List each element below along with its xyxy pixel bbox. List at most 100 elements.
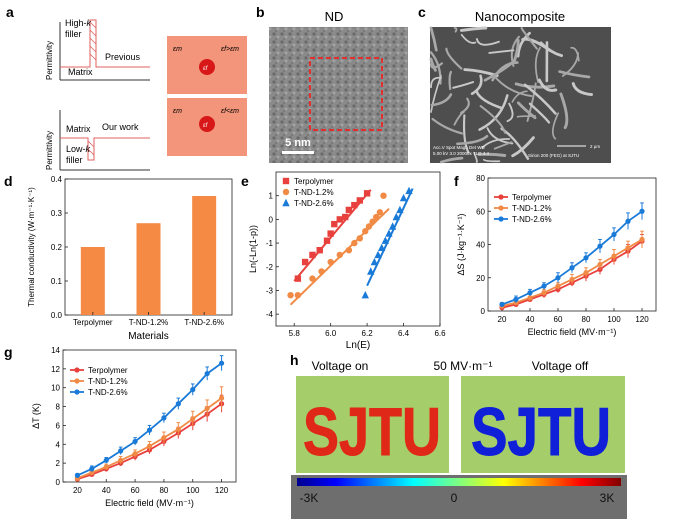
filler-particle-bottom	[199, 116, 215, 132]
chart-e-point	[362, 228, 369, 235]
tem-scale-bar	[282, 151, 314, 154]
sem-fiber	[452, 81, 475, 89]
chart-e-point	[381, 236, 390, 244]
sem-fiber	[429, 57, 437, 72]
chart-f-point	[569, 276, 575, 283]
chart-e-point	[309, 251, 316, 259]
chart-f-xlabel: Electric field (MV·m⁻¹)	[528, 327, 617, 337]
chart-g-legend-label: T-ND-2.6%	[88, 388, 128, 397]
panel-e: e 5.8 6.0 6.2 6.4 6.6 1 0 -1 -2 -3 -4 Terpolymer T-N…	[241, 171, 446, 351]
chart-g-point	[89, 469, 95, 476]
chart-g-ytick-label: 6	[56, 421, 61, 430]
chart-f-legend-label: T-ND-1.2%	[512, 204, 552, 213]
chart-f-point	[611, 253, 617, 259]
chart-e-point	[385, 229, 393, 237]
chart-e-legend-label: T-ND-1.2%	[294, 188, 334, 197]
chart-e-point	[309, 275, 316, 282]
low-k-label: Low-k	[66, 144, 91, 154]
chart-e-point	[388, 222, 397, 230]
chart-f-point	[555, 283, 561, 289]
chart-e-point	[356, 197, 364, 204]
chart-e-point	[380, 192, 387, 199]
panel-g: g 20 40 60 80 100 120 0 2 4 6 8 10 12 14 Terpolymer T-N…	[4, 344, 237, 508]
panel-h: h Voltage on 50 MV·m⁻¹ Voltage off SJTU …	[290, 352, 627, 519]
chart-f-point	[611, 231, 617, 238]
panel-a-label: a	[6, 4, 14, 20]
chart-g-xtick-label: 80	[159, 486, 168, 495]
chart-g-point	[132, 451, 138, 457]
chart-g-point	[103, 464, 109, 470]
chart-d-ytick-label: 0.2	[51, 243, 63, 252]
chart-g-legend-marker	[74, 367, 80, 373]
sem-fiber	[430, 93, 453, 107]
chart-g-point	[190, 416, 196, 422]
chart-g-point	[175, 401, 181, 407]
sem-fiber	[475, 90, 503, 110]
eps-relation-top: εf>εm	[221, 46, 239, 53]
sem-fiber	[514, 82, 556, 89]
panel-a: a Permittivity High-k filler Matrix Prev…	[6, 4, 247, 171]
chart-g-point	[218, 360, 225, 366]
chart-f-point	[639, 208, 645, 214]
hatch-top-5	[89, 53, 97, 61]
panel-d: d 0.0 0.1 0.2 0.3 0.4 Terpolymer T-ND-1.2% T-ND…	[4, 173, 233, 342]
chart-e-point	[336, 216, 343, 223]
sem-fiber	[445, 47, 463, 70]
chart-f-ytick-label: 40	[476, 241, 485, 250]
sem-info-line2: 5.00 kV 3.0 20000x TLD 4.4	[433, 151, 489, 156]
chart-e-point	[294, 275, 302, 282]
chart-f-xtick-label: 60	[554, 315, 563, 324]
chart-g-point	[218, 395, 225, 401]
chart-e-legend-marker	[282, 188, 290, 196]
panel-a-ylabel-top: Permittivity	[45, 41, 54, 80]
field-label: 50 MV·m⁻¹	[433, 359, 492, 373]
chart-f-point	[569, 265, 575, 271]
chart-g-ytick-label: 4	[56, 440, 61, 449]
panel-d-label: d	[4, 173, 13, 189]
chart-e-ylabel: Ln(-Ln(1-p))	[248, 225, 258, 273]
chart-f-point	[541, 290, 547, 296]
chart-e-point	[405, 186, 413, 195]
chart-e-point	[287, 292, 294, 299]
chart-e-ytick-label: -2	[266, 263, 274, 272]
chart-g-point	[103, 457, 109, 463]
chart-f-legend-marker	[498, 216, 504, 222]
chart-e-point	[374, 250, 382, 259]
sem-fiber	[439, 156, 464, 164]
colorbar-gradient	[297, 478, 621, 486]
sem-instrument: Sirion 200 (FEG) at SJTU	[528, 153, 579, 158]
chart-d-bar-1	[80, 247, 105, 315]
chart-g-point	[74, 472, 81, 478]
tem-scale-label: 5 nm	[285, 137, 311, 149]
chart-e-point	[392, 212, 400, 221]
panel-b: b ND 5 nm	[256, 4, 408, 163]
matrix-label-top: Matrix	[68, 67, 93, 77]
chart-f-point	[513, 296, 519, 302]
chart-f-xtick-label: 80	[582, 315, 591, 324]
chart-f: 20 40 60 80 100 120 0 20 40 60 80 Terpolymer T-ND-1.…	[456, 174, 657, 337]
panel-c: c Nanocomposite Acc.V Spot Magn Det WD 5…	[418, 4, 611, 164]
chart-g-ytick-label: 14	[51, 346, 60, 355]
chart-e-legend-marker	[282, 177, 290, 185]
chart-f-point	[583, 255, 589, 261]
sem-fiber	[537, 78, 558, 92]
chart-e-point	[361, 291, 369, 299]
sem-fiber	[429, 26, 438, 52]
chart-g-series-line-2	[77, 397, 223, 480]
sem-fiber	[511, 90, 528, 103]
chart-g-ytick-label: 8	[56, 403, 61, 412]
chart-g-point	[161, 435, 167, 441]
chart-f-point	[597, 261, 603, 268]
sem-fiber	[453, 27, 458, 33]
sem-fiber	[453, 110, 465, 126]
chart-e-xtick-label: 6.4	[398, 329, 410, 338]
chart-f-point	[597, 243, 603, 249]
sem-fiber	[462, 114, 470, 154]
panel-b-label: b	[256, 4, 265, 20]
sem-fiber	[523, 83, 557, 115]
chart-d-ylabel: Thermal conductivity (W·m⁻¹·K⁻¹)	[27, 187, 36, 307]
chart-f-xtick-label: 40	[526, 315, 535, 324]
chart-g-point	[175, 426, 181, 432]
chart-g-xtick-label: 120	[215, 486, 229, 495]
chart-d-bar-2	[136, 223, 161, 315]
